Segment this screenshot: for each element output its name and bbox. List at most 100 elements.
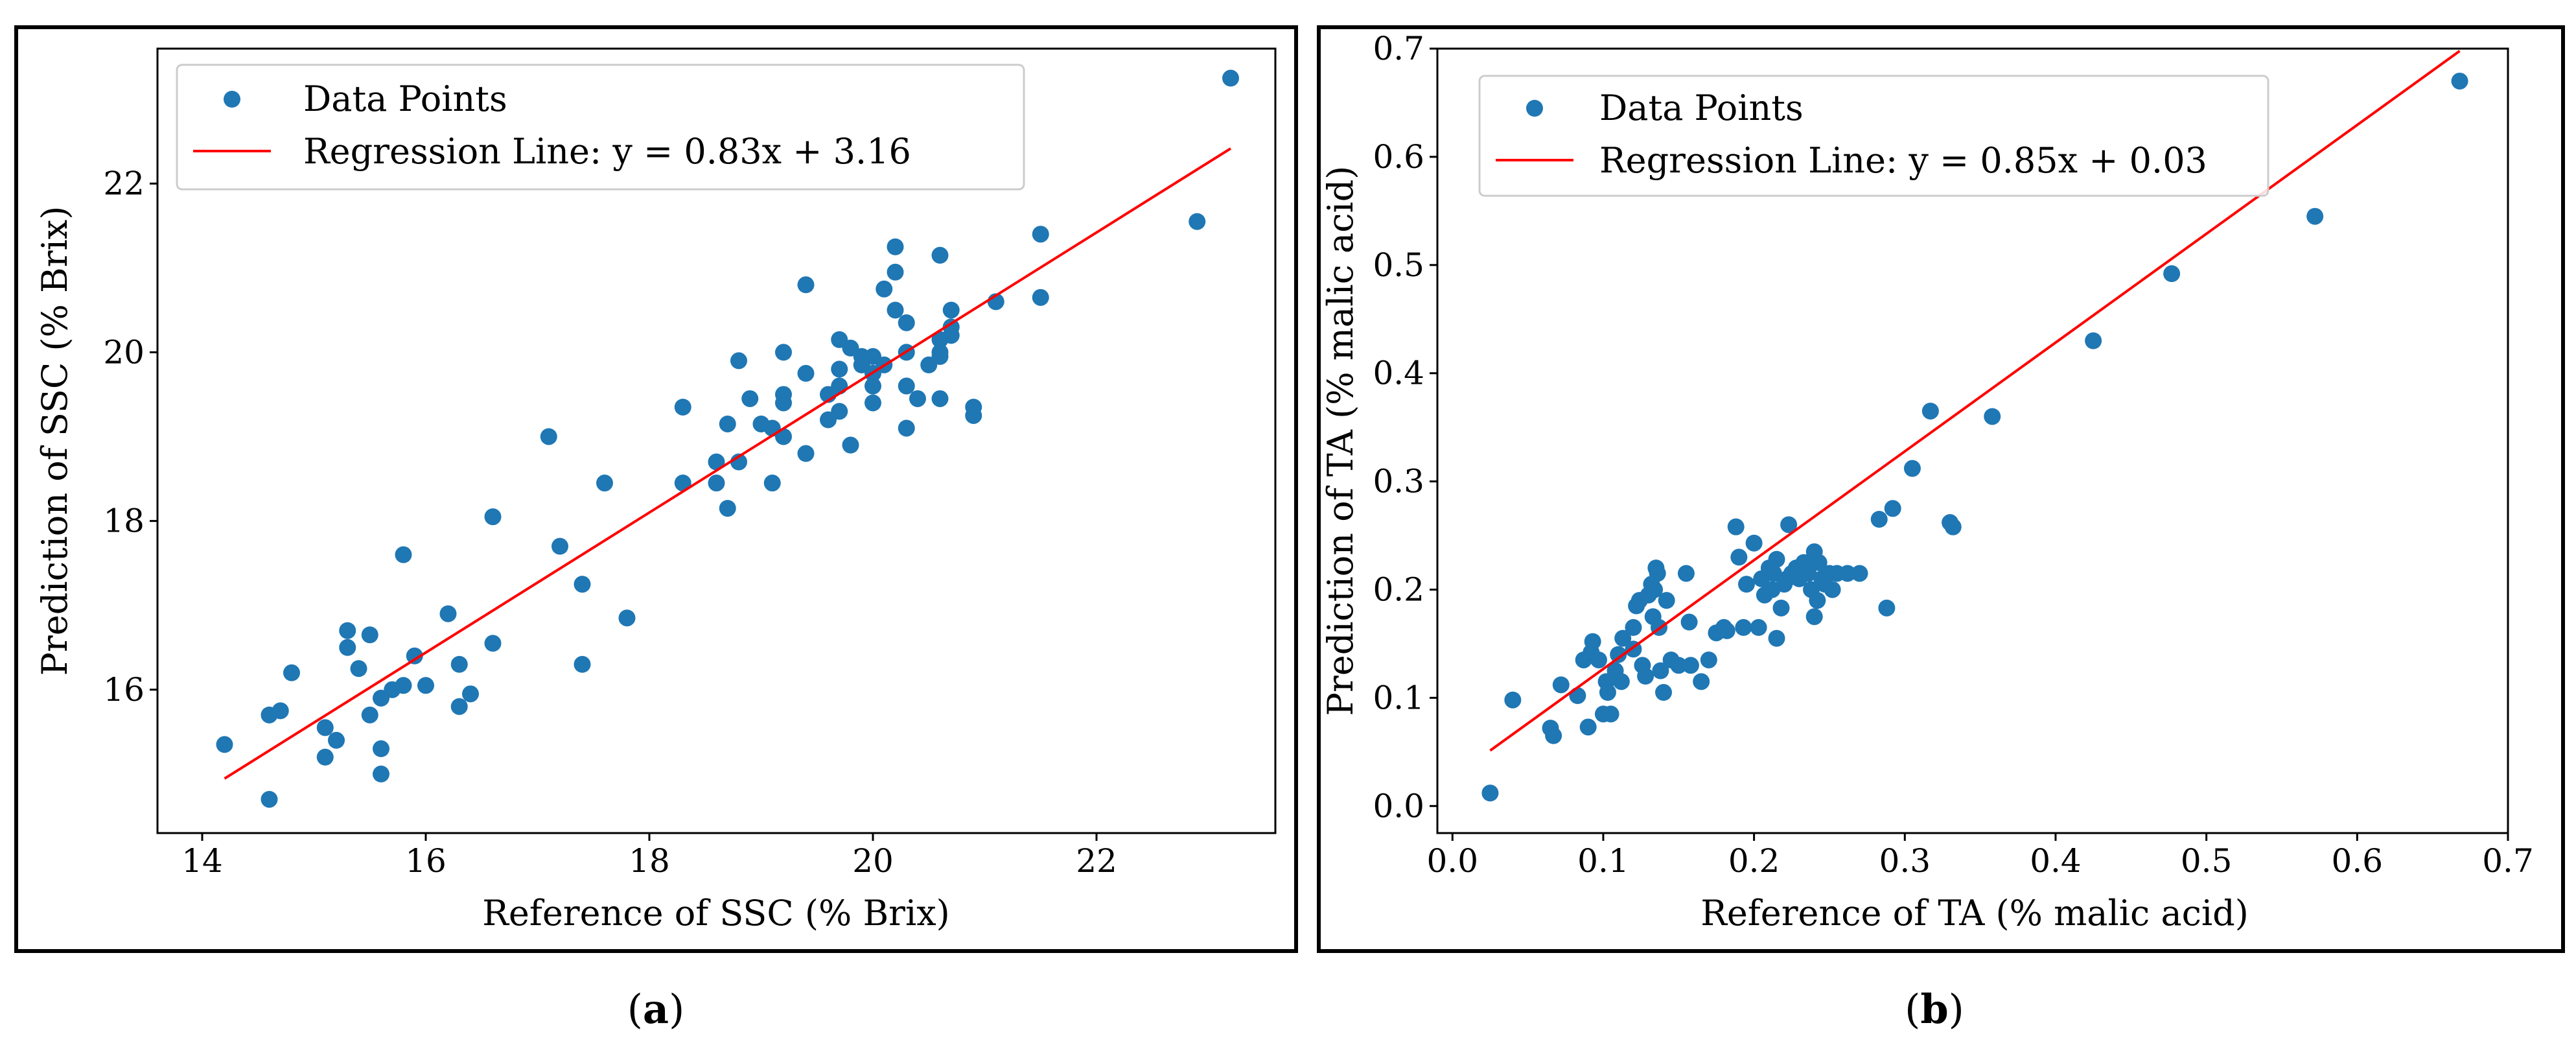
panel-a-data-point xyxy=(1032,226,1049,243)
panel-a-data-point xyxy=(864,394,881,412)
panel-b-legend-line-label: Regression Line: y = 0.85x + 0.03 xyxy=(1599,140,2207,181)
panel-a-data-point xyxy=(406,647,423,665)
panel-a-data-point xyxy=(339,639,356,656)
panel-a-data-point xyxy=(864,377,881,395)
panel-a-data-point xyxy=(931,347,949,365)
panel-a-frame xyxy=(14,25,1298,953)
panel-a-data-point xyxy=(842,436,859,454)
panel-a-data-point xyxy=(887,238,904,255)
panel-b-data-point xyxy=(1569,687,1586,705)
panel-b-data-point xyxy=(1646,581,1664,598)
panel-a-data-point xyxy=(596,475,613,492)
panel-a-data-point xyxy=(831,403,848,420)
panel-b-data-point xyxy=(1824,581,1841,598)
panel-b-data-point xyxy=(1610,646,1627,663)
panel-b-data-point xyxy=(1765,565,1782,582)
panel-b-data-point xyxy=(1655,684,1673,701)
panel-a-data-point xyxy=(708,453,725,471)
panel-a-data-point xyxy=(261,790,278,808)
panel-b-x-tick-label: 0.6 xyxy=(2332,842,2384,880)
panel-b-data-point xyxy=(1590,651,1607,668)
panel-a-data-point xyxy=(484,508,502,526)
panel-b-regression-line xyxy=(1489,50,2461,752)
panel-a-data-point xyxy=(283,664,300,681)
panel-b-data-point xyxy=(1727,518,1745,535)
panel-a-data-point xyxy=(339,622,356,639)
panel-b-data-point xyxy=(1658,592,1675,609)
panel-b-x-tick-label: 0.0 xyxy=(1427,842,1479,880)
panel-b-data-point xyxy=(1944,518,1962,535)
panel-a-caption: (a) xyxy=(627,985,685,1033)
panel-b-y-tick-label: 0.3 xyxy=(1373,463,1424,500)
panel-a-data-point xyxy=(450,655,468,673)
panel-b-data-point xyxy=(1545,727,1562,744)
panel-a-data-point xyxy=(730,352,747,370)
panel-b-x-tick-label: 0.3 xyxy=(1879,842,1931,880)
panel-b-data-point xyxy=(1768,550,1785,568)
panel-b-data-point xyxy=(1780,516,1798,534)
panel-a-data-point xyxy=(942,301,960,319)
panel-a-data-point xyxy=(876,280,893,298)
panel-a-data-point xyxy=(316,719,334,736)
panel-a-legend-line-label: Regression Line: y = 0.83x + 3.16 xyxy=(303,131,911,172)
panel-a-data-point xyxy=(965,398,982,416)
panel-b-y-tick-label: 0.0 xyxy=(1373,787,1424,825)
panel-a-data-point xyxy=(417,677,434,694)
panel-a-data-point xyxy=(272,702,289,720)
panel-b-frame xyxy=(1317,25,2565,953)
panel-a-data-point xyxy=(741,390,759,407)
panel-b-data-point xyxy=(1552,676,1570,694)
panel-b-data-point xyxy=(1652,662,1669,679)
panel-b-data-point xyxy=(2163,265,2181,283)
panel-b-x-axis-label: Reference of TA (% malic acid) xyxy=(1700,893,2249,934)
panel-a-data-point xyxy=(942,327,960,344)
panel-a-data-point xyxy=(361,706,378,723)
panel-b-y-tick-label: 0.1 xyxy=(1373,679,1424,716)
panel-a-legend-box xyxy=(176,64,1025,191)
panel-b-x-ticks: 0.0 0.1 0.2 0.3 0.4 0.5 0.6 0.7 xyxy=(1427,833,2534,880)
panel-a-data-point xyxy=(1222,69,1239,87)
panel-a-data-point xyxy=(797,276,815,294)
panel-b-data-point xyxy=(1718,622,1735,639)
panel-b: 0.0 0.1 0.2 0.3 0.4 0.5 0.6 0.7 0.0 0.1 0.2 0.3 0.4… xyxy=(1317,25,2565,1033)
panel-b-y-tick-label: 0.5 xyxy=(1373,246,1424,284)
panel-b-data-point xyxy=(1745,534,1763,552)
panel-a-data-point xyxy=(373,765,389,782)
panel-a-y-axis-label: Prediction of SSC (% Brix) xyxy=(34,206,75,676)
panel-a-data-point xyxy=(898,377,915,395)
panel-a-data-point xyxy=(574,576,591,593)
panel-b-data-point xyxy=(1805,608,1823,626)
panel-b-caption: (b) xyxy=(1905,985,1964,1033)
panel-a-y-tick-label: 18 xyxy=(103,502,145,540)
panel-a-data-point xyxy=(350,660,367,677)
panel-b-data-point xyxy=(1768,629,1785,647)
panel-b-data-point xyxy=(1599,684,1616,701)
panel-b-data-point xyxy=(1735,618,1752,636)
panel-b-legend-points-label: Data Points xyxy=(1599,88,1804,128)
panel-b-data-point xyxy=(1730,548,1748,566)
panel-a-data-point xyxy=(797,364,815,382)
panel-a-data-point xyxy=(909,390,926,407)
panel-b-y-tick-label: 0.4 xyxy=(1373,355,1424,392)
panel-b-data-point xyxy=(1579,718,1597,736)
panel-a-data-point xyxy=(719,415,736,432)
panel-b-data-point xyxy=(1750,618,1767,636)
panel-b-data-point xyxy=(1612,673,1630,690)
panel-b-data-point xyxy=(1903,460,1921,477)
panel-a-x-tick-label: 18 xyxy=(629,842,670,880)
panel-a-data-point xyxy=(763,475,781,492)
panel-b-legend-box xyxy=(1478,75,2269,197)
panel-a-data-point xyxy=(898,419,915,437)
panel-b-marks xyxy=(1481,50,2468,802)
panel-a-data-point xyxy=(439,605,457,622)
panel-a-x-tick-label: 22 xyxy=(1076,842,1117,880)
panel-a-data-point xyxy=(395,546,412,563)
panel-a-data-point xyxy=(462,685,479,703)
panel-b-y-axis-label: Prediction of TA (% malic acid) xyxy=(1320,166,1361,716)
panel-a-data-point xyxy=(708,475,725,492)
panel-a-y-ticks: 16 18 20 22 xyxy=(103,165,157,709)
panel-b-data-point xyxy=(1839,565,1856,582)
panel-a-data-point xyxy=(1032,288,1049,306)
panel-a-data-point xyxy=(719,500,736,517)
